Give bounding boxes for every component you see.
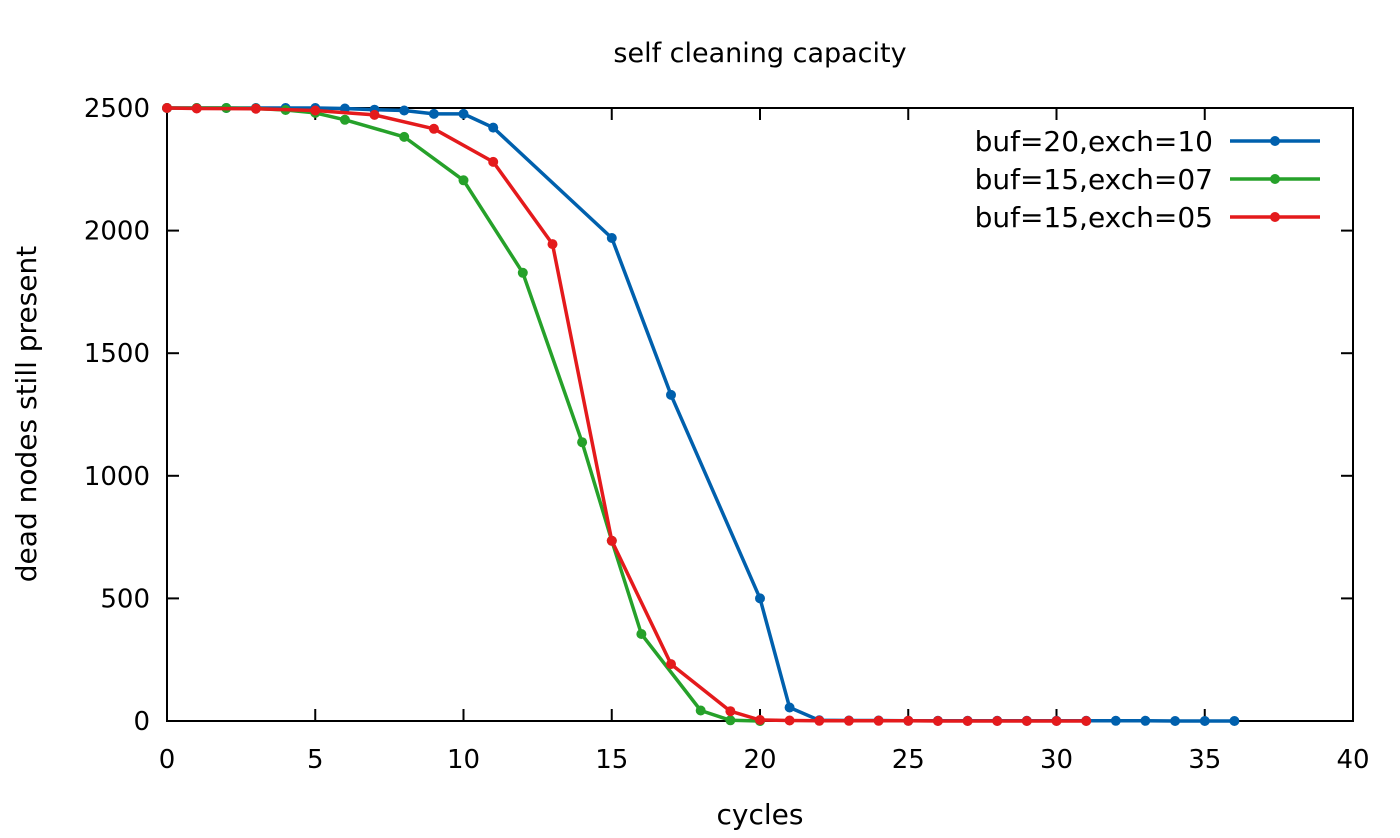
data-point xyxy=(1021,716,1032,726)
legend-entry: buf=15,exch=05 xyxy=(975,201,1320,234)
series-layer xyxy=(162,103,1240,726)
y-tick-label: 2000 xyxy=(84,217,150,247)
y-tick-label: 1500 xyxy=(84,339,150,369)
data-point xyxy=(250,103,261,114)
data-point xyxy=(992,716,1003,726)
data-point xyxy=(488,156,499,167)
data-point xyxy=(784,715,795,726)
data-point xyxy=(932,716,943,726)
data-point xyxy=(755,715,765,725)
data-point xyxy=(428,108,439,119)
data-point xyxy=(606,535,617,546)
data-point xyxy=(458,108,469,119)
data-point xyxy=(755,593,765,604)
data-point xyxy=(666,659,676,670)
series-line xyxy=(167,106,761,723)
series-1 xyxy=(162,103,1240,726)
legend-entry: buf=15,exch=07 xyxy=(975,163,1320,196)
y-tick-label: 500 xyxy=(100,584,150,614)
x-tick-label: 25 xyxy=(892,745,925,775)
data-point xyxy=(814,715,825,726)
legend-marker xyxy=(1270,136,1280,146)
data-point xyxy=(725,715,736,726)
data-point xyxy=(1051,716,1062,726)
data-point xyxy=(1229,716,1240,726)
legend-label: buf=15,exch=07 xyxy=(975,163,1213,196)
x-axis-label: cycles xyxy=(717,798,804,831)
x-tick-label: 15 xyxy=(595,745,628,775)
data-point xyxy=(517,267,528,278)
data-point xyxy=(873,715,884,726)
data-point xyxy=(606,233,617,243)
data-point xyxy=(547,239,558,250)
data-point xyxy=(784,702,795,713)
x-tick-label: 40 xyxy=(1336,745,1369,775)
legend-label: buf=15,exch=05 xyxy=(975,201,1213,234)
data-point xyxy=(1110,715,1121,726)
legend-entry: buf=20,exch=10 xyxy=(975,125,1320,158)
legend: buf=20,exch=10 buf=15,exch=07 buf=15,exch=… xyxy=(975,125,1320,234)
x-tick-label: 35 xyxy=(1188,745,1221,775)
x-tick-label: 5 xyxy=(307,745,324,775)
y-axis-label: dead nodes still present xyxy=(10,246,43,582)
series-line xyxy=(167,106,1235,723)
data-point xyxy=(1081,716,1092,726)
data-point xyxy=(310,105,321,116)
data-point xyxy=(1199,716,1210,726)
axis-ticks xyxy=(166,107,1354,722)
data-point xyxy=(843,715,854,726)
data-point xyxy=(695,705,706,716)
data-point xyxy=(162,103,172,113)
series-line xyxy=(166,106,1087,723)
data-point xyxy=(666,389,676,400)
data-point xyxy=(962,716,973,726)
y-tick-label: 0 xyxy=(133,707,150,737)
series-2 xyxy=(162,103,765,726)
legend-marker xyxy=(1270,174,1280,184)
series-3 xyxy=(162,103,1092,726)
x-tick-label: 30 xyxy=(1040,745,1073,775)
data-point xyxy=(577,437,588,448)
x-tick-label: 20 xyxy=(743,745,776,775)
data-point xyxy=(1170,716,1181,726)
legend-marker xyxy=(1270,212,1280,222)
data-point xyxy=(458,175,469,186)
data-point xyxy=(428,123,439,134)
data-point xyxy=(903,715,914,726)
axis-tick-labels: 0 5 10 15 20 25 30 35 40 0 500 1000 1500 2000 2500 xyxy=(84,94,1370,775)
data-point xyxy=(488,122,499,133)
x-tick-label: 10 xyxy=(447,745,480,775)
chart-title: self cleaning capacity xyxy=(613,38,906,69)
y-tick-label: 1000 xyxy=(84,462,150,492)
plot-frame xyxy=(166,107,1354,722)
data-point xyxy=(399,131,410,142)
y-tick-label: 2500 xyxy=(84,94,150,124)
data-point xyxy=(1140,715,1151,726)
data-point xyxy=(339,114,350,125)
data-point xyxy=(399,105,410,116)
data-point xyxy=(191,103,202,114)
x-tick-label: 0 xyxy=(159,745,176,775)
data-point xyxy=(636,629,647,639)
legend-label: buf=20,exch=10 xyxy=(975,125,1213,158)
data-point xyxy=(725,706,736,717)
data-point xyxy=(369,109,380,120)
